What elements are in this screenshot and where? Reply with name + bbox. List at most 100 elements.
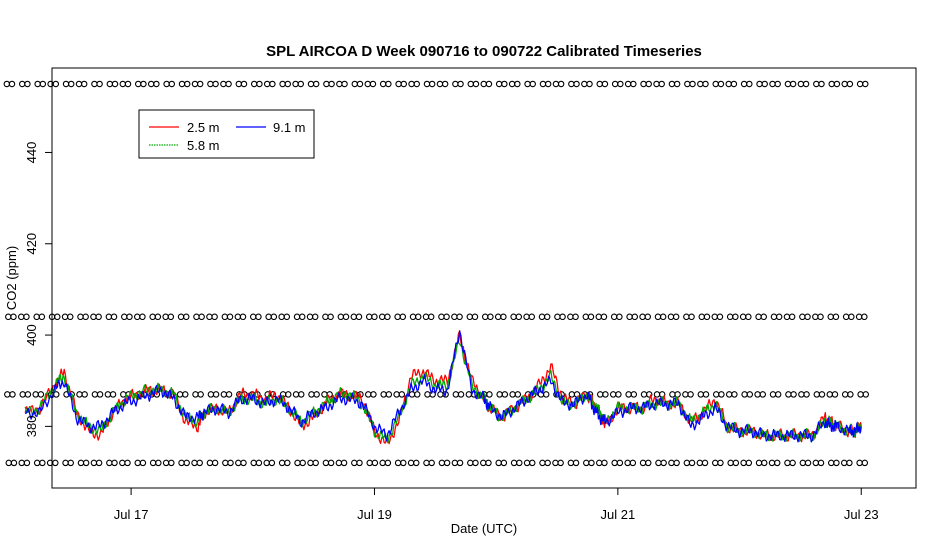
reference-marker — [457, 80, 464, 88]
reference-marker — [149, 459, 157, 467]
reference-marker — [818, 391, 826, 398]
reference-marker — [299, 459, 306, 467]
reference-marker — [568, 80, 575, 88]
reference-marker — [572, 313, 579, 321]
reference-marker — [441, 80, 449, 88]
reference-marker — [211, 313, 218, 321]
reference-marker — [206, 459, 214, 467]
reference-marker — [168, 459, 175, 467]
reference-marker — [523, 459, 531, 467]
reference-marker — [82, 313, 89, 321]
reference-marker — [611, 459, 618, 467]
reference-marker — [154, 313, 162, 321]
reference-marker — [134, 459, 141, 467]
reference-marker — [732, 459, 740, 467]
reference-marker — [10, 313, 17, 321]
reference-marker — [5, 313, 12, 321]
reference-marker — [437, 391, 444, 398]
reference-marker — [615, 391, 622, 398]
reference-marker — [162, 313, 169, 321]
reference-marker — [516, 459, 523, 467]
reference-marker — [106, 459, 113, 467]
reference-marker — [639, 313, 646, 321]
reference-marker — [630, 391, 638, 398]
reference-marker — [250, 459, 257, 467]
reference-marker — [602, 391, 609, 398]
reference-marker — [702, 80, 709, 88]
series-lines — [24, 330, 862, 445]
reference-marker — [494, 313, 502, 321]
reference-marker — [178, 459, 185, 467]
reference-marker — [856, 459, 863, 467]
reference-marker — [725, 80, 732, 88]
reference-marker — [572, 459, 580, 467]
reference-marker — [833, 80, 841, 88]
series-line-9-1-m — [24, 330, 862, 443]
reference-marker — [292, 80, 299, 88]
reference-marker — [364, 80, 372, 88]
reference-marker — [802, 80, 810, 88]
legend-box — [138, 109, 315, 159]
reference-marker — [630, 80, 637, 88]
reference-marker — [862, 80, 869, 88]
reference-marker — [617, 80, 624, 88]
y-tick-label: 440 — [24, 142, 39, 164]
reference-marker — [769, 80, 776, 88]
reference-marker — [409, 313, 417, 321]
reference-marker — [500, 313, 507, 321]
reference-marker — [543, 313, 551, 321]
reference-marker — [139, 313, 146, 321]
reference-marker — [640, 80, 647, 88]
reference-marker — [37, 391, 45, 398]
reference-marker — [235, 80, 243, 88]
reference-marker — [684, 80, 691, 88]
reference-marker — [293, 313, 301, 321]
reference-marker — [371, 459, 379, 467]
reference-marker — [197, 391, 204, 398]
reference-marker — [539, 459, 546, 467]
reference-marker — [703, 313, 711, 321]
reference-marker — [740, 80, 748, 88]
reference-marker — [340, 459, 348, 467]
x-tick-label: Jul 21 — [601, 507, 636, 522]
reference-marker — [842, 313, 850, 321]
reference-marker — [774, 80, 781, 88]
reference-marker — [451, 313, 458, 321]
reference-marker — [167, 313, 175, 321]
reference-marker — [788, 313, 796, 321]
reference-marker — [770, 313, 778, 321]
reference-marker — [639, 459, 647, 467]
reference-marker — [235, 459, 242, 467]
reference-marker — [674, 391, 681, 398]
reference-marker — [134, 80, 142, 88]
reference-marker — [785, 391, 792, 398]
reference-marker — [255, 459, 263, 467]
reference-marker — [826, 391, 834, 398]
reference-marker — [552, 459, 559, 467]
reference-marker — [768, 459, 776, 467]
reference-marker — [711, 459, 719, 467]
reference-marker — [384, 313, 391, 321]
reference-marker — [655, 459, 662, 467]
reference-marker — [832, 313, 840, 321]
reference-marker — [4, 391, 11, 398]
reference-marker — [567, 459, 575, 467]
reference-marker — [342, 313, 350, 321]
reference-marker — [682, 391, 689, 398]
reference-marker — [356, 459, 363, 467]
reference-marker — [192, 391, 199, 398]
reference-marker — [759, 391, 767, 398]
reference-marker — [323, 80, 330, 88]
reference-marker — [104, 391, 112, 398]
reference-marker — [155, 459, 162, 467]
reference-marker — [298, 313, 306, 321]
reference-marker — [790, 391, 797, 398]
reference-marker — [701, 459, 709, 467]
reference-marker — [857, 391, 864, 398]
reference-marker — [542, 391, 550, 398]
reference-marker — [162, 459, 170, 467]
reference-marker — [856, 80, 864, 88]
reference-marker — [501, 80, 508, 88]
reference-marker — [227, 459, 234, 467]
reference-marker — [211, 459, 219, 467]
